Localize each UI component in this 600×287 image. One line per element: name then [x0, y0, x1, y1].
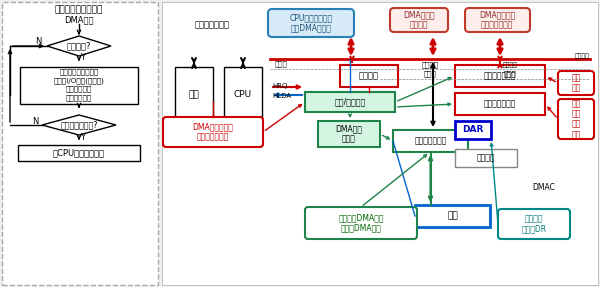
Text: N: N [35, 38, 41, 46]
Text: 主存起始地址送总线: 主存起始地址送总线 [59, 69, 98, 75]
Text: N: N [32, 117, 38, 125]
Text: DMAC: DMAC [532, 183, 555, 192]
Text: 数据传送阶段的细化: 数据传送阶段的细化 [55, 5, 103, 15]
FancyBboxPatch shape [498, 209, 570, 239]
Text: 中断请求: 中断请求 [421, 62, 439, 68]
FancyBboxPatch shape [305, 64, 560, 197]
Text: 以数据输入为例: 以数据输入为例 [195, 20, 230, 30]
Text: 向CPU申请程序中断: 向CPU申请程序中断 [53, 148, 105, 158]
Text: DAR: DAR [463, 125, 484, 135]
Text: 控制线: 控制线 [275, 61, 288, 67]
FancyBboxPatch shape [20, 67, 138, 104]
Text: 数据块传送结束?: 数据块传送结束? [60, 121, 98, 129]
Text: 溢出信号: 溢出信号 [503, 62, 517, 68]
Text: 数据线: 数据线 [424, 71, 436, 77]
Text: 修改
参数: 修改 参数 [571, 73, 581, 93]
FancyBboxPatch shape [415, 205, 490, 227]
FancyBboxPatch shape [318, 121, 380, 147]
Text: 传送长度计数器: 传送长度计数器 [484, 100, 516, 108]
Text: 传送
结束
发出
中断: 传送 结束 发出 中断 [571, 99, 581, 139]
Text: 设备选择: 设备选择 [477, 154, 495, 162]
FancyBboxPatch shape [2, 2, 158, 285]
Text: Y: Y [80, 133, 86, 141]
Text: CPU: CPU [234, 90, 252, 99]
Text: 主存: 主存 [188, 90, 199, 99]
Text: 修改字计数器: 修改字计数器 [66, 94, 92, 101]
FancyBboxPatch shape [340, 65, 398, 87]
Text: DMA控制器完
成一次数据传送: DMA控制器完 成一次数据传送 [479, 10, 515, 30]
FancyBboxPatch shape [268, 9, 354, 37]
FancyBboxPatch shape [455, 149, 517, 167]
FancyBboxPatch shape [18, 145, 140, 161]
Polygon shape [42, 115, 116, 135]
FancyBboxPatch shape [558, 99, 594, 139]
Polygon shape [47, 36, 111, 56]
Text: 数据送I/O设备(或主存): 数据送I/O设备(或主存) [53, 77, 104, 84]
Text: CPU将总线控制权
交给DMA控制器: CPU将总线控制权 交给DMA控制器 [289, 13, 332, 33]
Text: 设备将数
据写入DR: 设备将数 据写入DR [521, 214, 547, 234]
Text: 数据缓冲寄存器: 数据缓冲寄存器 [415, 137, 446, 146]
FancyBboxPatch shape [224, 67, 262, 122]
FancyBboxPatch shape [305, 207, 417, 239]
FancyBboxPatch shape [455, 93, 545, 115]
Text: DMA请求: DMA请求 [64, 15, 94, 24]
Text: Y: Y [80, 53, 86, 63]
Text: HLDA: HLDA [272, 93, 291, 99]
FancyBboxPatch shape [162, 2, 598, 285]
Text: 允许传送?: 允许传送? [67, 42, 91, 51]
FancyBboxPatch shape [455, 121, 491, 139]
Text: DMA控制器
接管总线: DMA控制器 接管总线 [403, 10, 435, 30]
Text: 系统总线: 系统总线 [575, 53, 590, 59]
Text: 主存地址计数器: 主存地址计数器 [484, 71, 516, 80]
FancyBboxPatch shape [558, 71, 594, 95]
Text: 控制/状态逻辑: 控制/状态逻辑 [334, 98, 365, 106]
FancyBboxPatch shape [455, 65, 545, 87]
FancyBboxPatch shape [393, 130, 468, 152]
FancyBboxPatch shape [163, 117, 263, 147]
Text: 地址线: 地址线 [503, 71, 517, 77]
FancyBboxPatch shape [390, 8, 448, 32]
Text: 修改主存地址: 修改主存地址 [66, 86, 92, 92]
Text: DMA请求
触发器: DMA请求 触发器 [335, 124, 362, 144]
Text: 写满后向DMA控制
器发送DMA请求: 写满后向DMA控制 器发送DMA请求 [338, 213, 384, 233]
FancyBboxPatch shape [305, 92, 395, 112]
Text: 设备: 设备 [447, 212, 458, 220]
FancyBboxPatch shape [175, 67, 213, 122]
Text: 中断机构: 中断机构 [359, 71, 379, 80]
Text: DMA控制器向总
线发送总线请求: DMA控制器向总 线发送总线请求 [193, 122, 233, 142]
Text: HRQ: HRQ [272, 83, 287, 89]
FancyBboxPatch shape [465, 8, 530, 32]
